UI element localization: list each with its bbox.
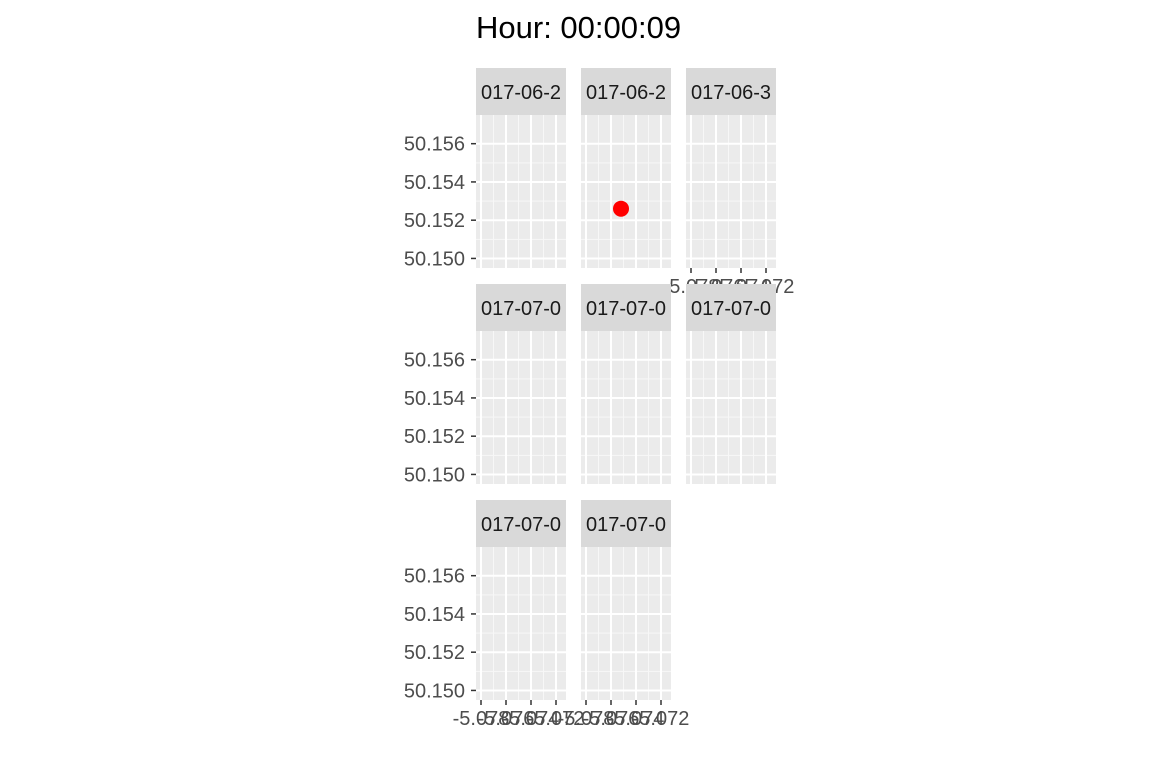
y-tick-label: 50.152 — [404, 642, 465, 664]
panel-background — [476, 115, 566, 268]
y-tick-label: 50.150 — [404, 680, 465, 702]
x-tick-label: -5.074 — [503, 708, 560, 730]
y-tick-label: 50.150 — [404, 464, 465, 486]
x-tick-label: -5.078 — [453, 708, 510, 730]
facet-strip-label: 017-06-2 — [481, 82, 561, 104]
panel-background — [686, 115, 776, 268]
chart-title: Hour: 00:00:09 — [476, 10, 682, 45]
facet-strip — [476, 68, 566, 115]
x-tick-label: -5.076 — [478, 708, 535, 730]
facet-panel-8: 017-07-0 -5.078-5.076-5.074-5.072 — [558, 500, 690, 730]
panel-background — [476, 547, 566, 700]
facet-strip — [476, 500, 566, 547]
facet-strip-label: 017-07-0 — [481, 514, 561, 536]
facet-strip — [581, 68, 671, 115]
facet-panel-2: 017-06-2 — [581, 68, 671, 268]
panel-background — [581, 331, 671, 484]
facet-panel-5: 017-07-0 — [581, 284, 671, 484]
facet-strip-label: 017-06-2 — [586, 82, 666, 104]
facet-strip-label: 017-07-0 — [481, 298, 561, 320]
x-tick-label: -5.072 — [633, 708, 690, 730]
y-tick-label: 50.154 — [404, 388, 465, 410]
facet-panel-1: 017-06-2 50.150 50.152 50.154 50.156 — [404, 68, 566, 270]
facet-strip-label: 017-07-0 — [586, 298, 666, 320]
y-tick-label: 50.156 — [404, 566, 465, 588]
facet-strip — [581, 500, 671, 547]
facet-strip — [686, 68, 776, 115]
x-tick-label: -5.072 — [528, 708, 585, 730]
data-point — [613, 200, 629, 217]
y-tick-label: 50.156 — [404, 134, 465, 156]
facet-strip — [476, 284, 566, 331]
x-tick-label: -5.074 — [608, 708, 665, 730]
facet-panel-4: 017-07-0 50.150 50.152 50.154 50.156 — [404, 284, 566, 486]
facet-strip-label: 017-07-0 — [586, 514, 666, 536]
facet-strip — [581, 284, 671, 331]
x-tick-label: -5.078 — [558, 708, 615, 730]
facet-panel-6: 017-07-0 — [686, 284, 776, 484]
panel-background — [476, 331, 566, 484]
facet-panel-7: 017-07-050.15050.15250.15450.156-5.078-5… — [404, 500, 585, 730]
facet-strip-label: 017-06-3 — [691, 82, 771, 104]
y-tick-label: 50.154 — [404, 172, 465, 194]
facet-panel-3: 017-06-3-5.078-5.076-5.074-5.072 — [663, 68, 794, 298]
panel-background — [581, 547, 671, 700]
y-tick-label: 50.152 — [404, 426, 465, 448]
facet-strip — [686, 284, 776, 331]
y-tick-label: 50.154 — [404, 604, 465, 626]
y-tick-label: 50.152 — [404, 210, 465, 232]
panel-background — [581, 115, 671, 268]
panel-background — [686, 331, 776, 484]
y-tick-label: 50.150 — [404, 248, 465, 270]
y-tick-label: 50.156 — [404, 350, 465, 372]
facet-strip-label: 017-07-0 — [691, 298, 771, 320]
x-tick-label: -5.076 — [583, 708, 640, 730]
